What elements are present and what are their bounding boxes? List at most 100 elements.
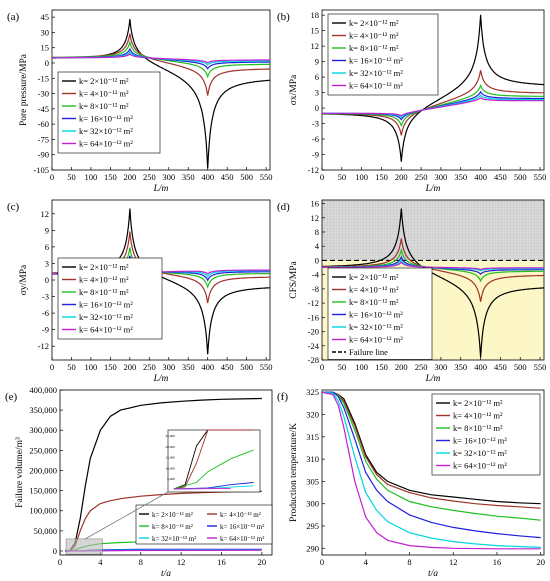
series-line-1 [64, 397, 262, 552]
x-tick-label: 300 [162, 172, 175, 182]
y-tick-label: -9 [42, 325, 49, 335]
x-tick-label: 400 [201, 362, 214, 372]
x-tick-label: 400 [474, 172, 487, 182]
x-tick-label: 550 [260, 362, 273, 372]
y-tick-label: 0 [315, 255, 319, 265]
y-tick-label: 100,000 [29, 506, 57, 516]
x-tick-label: 250 [143, 362, 156, 372]
x-axis-label: t/a [428, 569, 438, 579]
y-tick-label: -30 [38, 89, 49, 99]
legend-box [135, 504, 273, 545]
y-tick-label: -105 [33, 165, 49, 175]
panel-e: 0 4 8 12 16 20 0 50,000 100,000 150,000 200,000 250… [5, 385, 273, 579]
y-tick-label: -12 [308, 298, 319, 308]
x-tick-label: 300 [435, 172, 448, 182]
x-tick-label: 0 [50, 172, 54, 182]
y-tick-label: 310 [306, 454, 319, 464]
x-tick-label: 250 [143, 172, 156, 182]
x-tick-label: 250 [415, 362, 428, 372]
y-tick-label: 15 [41, 43, 50, 53]
inset-y-tick-label: 25,000 [165, 434, 175, 439]
series-line-5 [322, 391, 541, 548]
y-tick-label: 315 [306, 432, 319, 442]
series-group [322, 14, 544, 162]
series-line-6 [52, 53, 270, 64]
legend-label: k= 32×10⁻¹² m² [349, 68, 403, 78]
x-tick-label: 500 [240, 362, 253, 372]
zoom-region [65, 538, 103, 555]
y-tick-label: -15 [38, 73, 49, 83]
x-tick-label: 50 [338, 362, 347, 372]
inset-series-6 [173, 487, 231, 490]
x-tick-label: 350 [182, 362, 195, 372]
y-tick-label: 295 [306, 521, 319, 531]
x-tick-label: 12 [449, 557, 458, 567]
legend-label: k= 4×10⁻¹² m² [79, 275, 129, 285]
y-tick-label: 9 [315, 57, 319, 67]
y-tick-label: 200,000 [29, 465, 57, 475]
inset-series-2 [173, 429, 254, 490]
y-tick-label: -8 [312, 284, 319, 294]
y-tick-label: 305 [306, 476, 319, 486]
x-tick-label: 8 [139, 557, 143, 567]
x-axis-label: t/a [161, 569, 171, 579]
series-line-4 [322, 391, 541, 539]
legend-label: k= 16×10⁻¹² m² [220, 523, 264, 531]
legend-label: k= 2×10⁻¹² m² [79, 262, 129, 272]
legend-label: k= 32×10⁻¹² m² [349, 322, 403, 332]
y-tick-label: 15 [311, 26, 320, 36]
inset-frame [167, 429, 261, 493]
plot-frame [59, 389, 273, 556]
series-line-6 [322, 391, 541, 550]
y-axis-label: Production temperature/K [289, 423, 299, 522]
y-tick-label: 6 [315, 72, 319, 82]
y-tick-label: 3 [315, 88, 319, 98]
x-tick-label: 250 [415, 172, 428, 182]
y-tick-label: -4 [312, 270, 320, 280]
inset-series-3 [173, 449, 254, 490]
y-tick-label: 0 [45, 275, 49, 285]
legend-label: k= 2×10⁻¹² m² [79, 76, 129, 86]
x-tick-label: 350 [454, 362, 467, 372]
y-tick-label: 6 [45, 242, 49, 252]
legend-label: k= 64×10⁻¹² m² [349, 335, 403, 345]
x-tick-label: 200 [123, 362, 136, 372]
y-tick-label: -60 [38, 119, 49, 129]
legend-label: k= 2×10⁻¹² m² [349, 18, 399, 28]
y-tick-label: 45 [41, 12, 50, 22]
inset-y-tick-label: 10,000 [165, 466, 175, 471]
y-tick-label: 290 [306, 543, 319, 553]
legend-label: k= 32×10⁻¹² m² [152, 535, 196, 543]
y-tick-label: 0 [53, 546, 57, 556]
legend-label: k= 4×10⁻¹² m² [220, 511, 261, 519]
x-axis-label: L/m [425, 184, 441, 194]
x-tick-label: 200 [395, 172, 408, 182]
legend-label: k= 4×10⁻¹² m² [79, 89, 129, 99]
y-tick-label: 150,000 [29, 486, 57, 496]
series-group [52, 19, 270, 169]
legend-label: k= 64×10⁻¹² m² [79, 139, 133, 149]
x-tick-label: 0 [320, 362, 324, 372]
y-tick-label: 0 [315, 103, 319, 113]
panel-label: (f) [277, 391, 288, 403]
legend-label: Failure line [349, 347, 388, 357]
panel-label: (e) [5, 391, 18, 403]
x-tick-label: 500 [240, 172, 253, 182]
series-group [322, 391, 541, 550]
failure-zone [322, 200, 544, 261]
panel-f: 0 4 8 12 16 20 325 320 315 310 305 300 295 290 t/a Prod… [277, 387, 545, 579]
x-tick-label: 0 [320, 557, 324, 567]
x-tick-label: 0 [50, 362, 54, 372]
x-tick-label: 100 [355, 362, 368, 372]
panel-b: 0 50 100 150 200 250 300 350 400 450 500 550 18 15 12 9… [277, 9, 546, 194]
x-tick-label: 150 [375, 172, 388, 182]
inset-plot: 25,000 20,000 15,000 10,000 5,000 [165, 429, 254, 490]
y-tick-label: -45 [38, 104, 49, 114]
x-tick-label: 50 [338, 172, 347, 182]
y-tick-label: 350,000 [29, 405, 57, 415]
y-tick-label: -75 [38, 134, 49, 144]
x-tick-label: 300 [435, 362, 448, 372]
legend-box [327, 267, 433, 360]
legend-label: k= 64×10⁻¹² m² [79, 325, 133, 335]
